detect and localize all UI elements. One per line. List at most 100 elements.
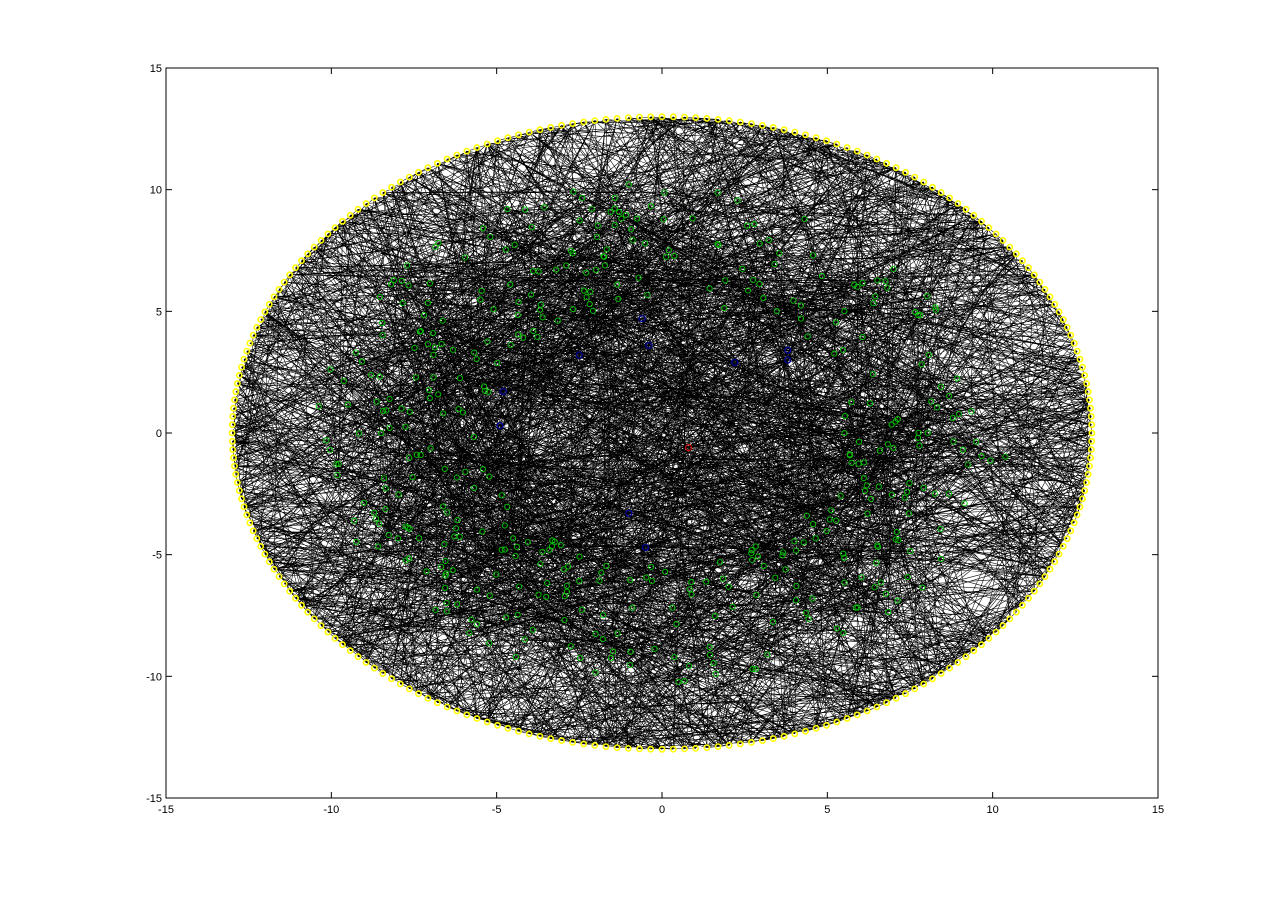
band-point <box>409 474 416 481</box>
band-point <box>355 430 362 437</box>
band-point <box>895 537 902 544</box>
outer-ring-point <box>970 211 978 219</box>
band-point <box>411 344 418 351</box>
outer-ring-point <box>275 285 283 293</box>
band-point <box>544 580 551 587</box>
band-point <box>615 295 622 302</box>
band-point <box>395 491 402 498</box>
outer-ring-point <box>331 635 339 642</box>
band-point <box>753 591 760 598</box>
outer-ring-point <box>346 211 354 219</box>
outer-ring-point <box>1041 573 1049 580</box>
outer-ring-point <box>504 724 512 732</box>
band-point <box>818 272 825 280</box>
band-point <box>744 222 751 229</box>
band-point <box>503 614 510 621</box>
band-point <box>859 334 866 341</box>
band-point <box>333 461 340 468</box>
outer-ring-point <box>1055 550 1063 558</box>
outer-ring-point <box>379 670 387 677</box>
band-point <box>846 451 853 458</box>
band-point <box>438 340 445 348</box>
outer-ring-point <box>802 727 809 735</box>
band-point <box>561 593 568 600</box>
band-point <box>864 510 871 517</box>
outer-ring-point <box>228 429 236 437</box>
outer-ring-point <box>748 120 755 127</box>
outer-ring-point <box>1070 339 1078 347</box>
outer-ring-point <box>843 715 851 722</box>
band-point <box>987 457 994 464</box>
band-point <box>406 525 413 532</box>
band-point <box>441 540 448 548</box>
band-point <box>386 424 393 431</box>
band-point <box>432 243 439 250</box>
inner-point <box>645 341 653 350</box>
band-point <box>478 287 485 294</box>
outer-ring-point <box>396 178 404 186</box>
x-tick-label: 5 <box>824 804 830 816</box>
band-point <box>421 312 428 319</box>
band-point <box>648 577 656 585</box>
band-point <box>371 509 378 516</box>
band-point <box>479 466 487 473</box>
outer-ring-point <box>229 446 237 453</box>
band-point <box>715 241 722 248</box>
band-point <box>946 392 953 399</box>
band-point <box>426 395 433 402</box>
band-point <box>765 236 772 244</box>
band-point <box>579 194 586 201</box>
band-point <box>669 604 676 611</box>
y-tick-label: 5 <box>156 306 162 318</box>
outer-ring-point <box>339 217 346 225</box>
outer-ring-point <box>317 236 325 244</box>
band-point <box>587 288 594 295</box>
band-point <box>441 465 448 472</box>
outer-ring-point <box>1019 601 1026 609</box>
outer-ring-point <box>1012 608 1020 616</box>
y-tick-label: 15 <box>150 63 162 75</box>
outer-ring-point <box>647 113 655 121</box>
band-point <box>828 507 835 514</box>
outer-ring-point <box>443 155 451 163</box>
outer-ring-point <box>624 745 632 752</box>
band-point <box>535 268 542 275</box>
band-point <box>622 211 630 218</box>
band-point <box>358 358 365 365</box>
band-point <box>858 574 865 581</box>
band-point <box>802 609 809 616</box>
outer-ring-point <box>962 653 970 661</box>
band-point <box>515 298 522 306</box>
band-point <box>859 279 866 286</box>
band-point <box>810 521 817 528</box>
band-point <box>841 308 848 315</box>
x-tick-label: 15 <box>1152 804 1164 816</box>
outer-ring-point <box>1055 308 1063 316</box>
band-point <box>537 560 544 568</box>
band-point <box>665 247 672 254</box>
band-point <box>406 555 413 562</box>
band-point <box>315 403 322 410</box>
band-point <box>404 524 411 531</box>
band-point <box>634 215 641 222</box>
outer-ring-point <box>483 718 491 726</box>
band-point <box>888 491 895 498</box>
band-point <box>949 414 956 421</box>
outer-ring-point <box>1076 355 1084 363</box>
band-point <box>752 543 759 550</box>
band-point <box>823 527 830 535</box>
outer-ring-point <box>853 147 861 155</box>
band-point <box>804 333 811 340</box>
band-point <box>882 278 889 285</box>
band-point <box>598 569 605 576</box>
band-point <box>968 408 975 415</box>
inner-point <box>731 358 739 367</box>
band-point <box>973 438 980 446</box>
band-point <box>663 253 670 260</box>
y-tick-label: 0 <box>156 428 162 440</box>
band-point <box>752 666 759 673</box>
band-point <box>477 296 484 303</box>
band-point <box>376 293 384 300</box>
band-point <box>924 293 931 300</box>
outer-ring-point <box>580 740 588 748</box>
